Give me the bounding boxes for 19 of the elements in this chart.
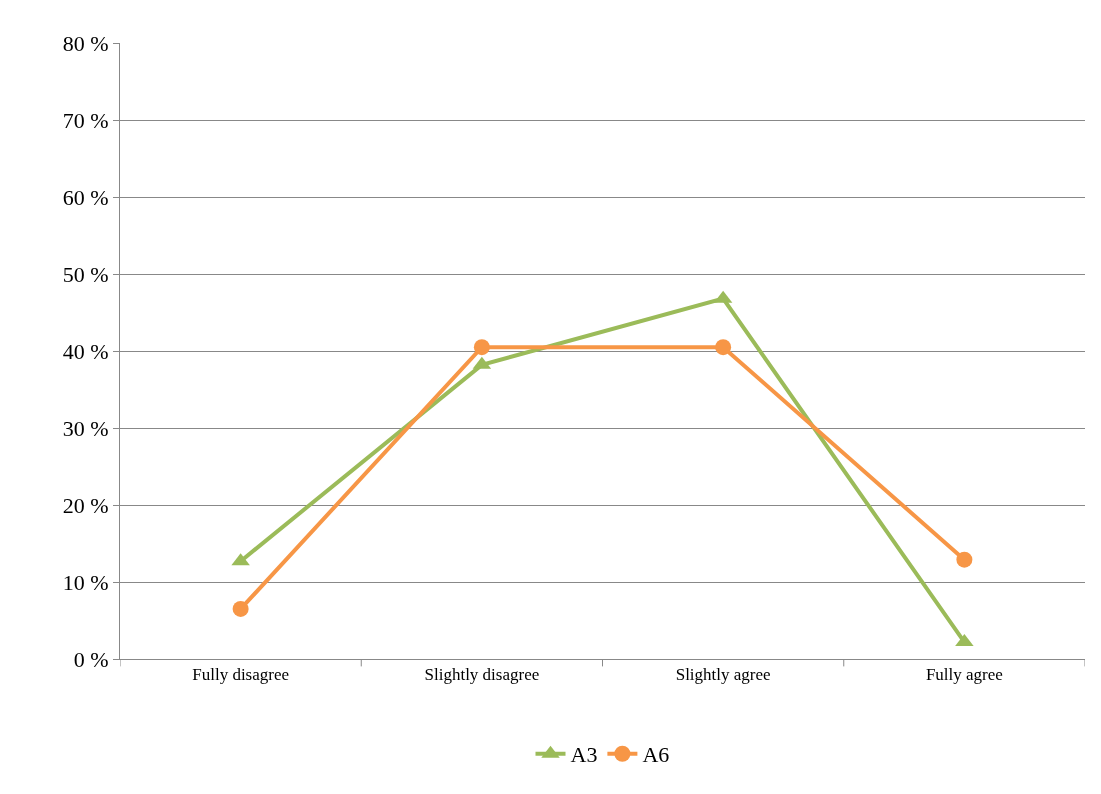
x-tick-label: Slightly agree <box>675 665 771 685</box>
point <box>956 551 973 568</box>
y-tick-label: 60 % <box>62 184 109 210</box>
y-tick-label: 40 % <box>62 338 109 364</box>
x-tick-label: Fully agree <box>925 665 1003 685</box>
x-tick-label: Slightly disagree <box>424 665 540 685</box>
y-tick-label: 50 % <box>62 261 109 287</box>
y-tick-label: 0 % <box>73 646 109 672</box>
legend-label: A3 <box>570 742 598 768</box>
point <box>473 339 490 356</box>
y-tick-label: 20 % <box>62 492 109 518</box>
y-tick-label: 70 % <box>62 107 109 133</box>
point <box>232 600 249 617</box>
y-tick-label: 30 % <box>62 415 109 441</box>
y-tick-label: 80 % <box>62 30 109 56</box>
legend-label: A6 <box>642 742 670 768</box>
point <box>715 339 732 356</box>
x-tick-label: Fully disagree <box>192 665 290 685</box>
y-tick-label: 10 % <box>62 569 109 595</box>
